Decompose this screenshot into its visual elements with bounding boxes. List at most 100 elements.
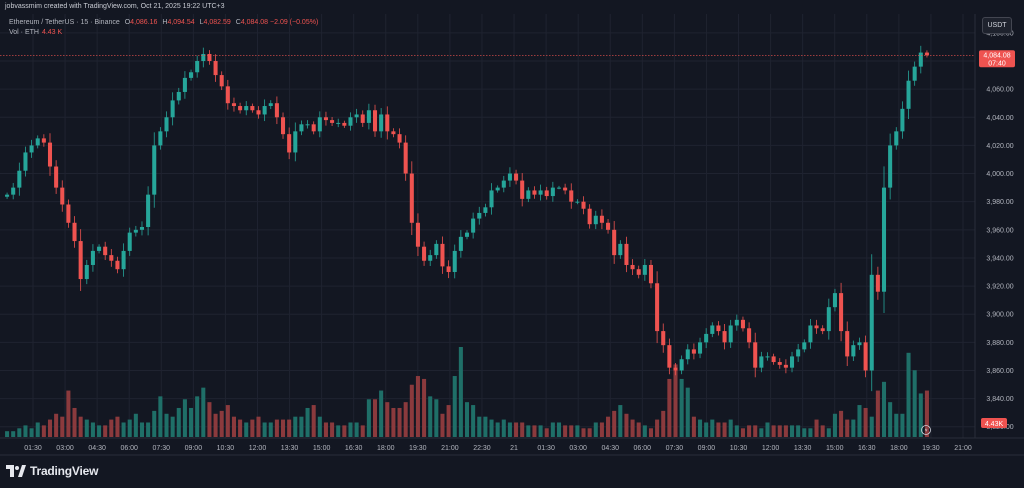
candle [311,121,316,135]
volume-bar [103,425,108,437]
volume-bar [281,419,286,437]
volume-bar [305,407,310,437]
candle [121,243,126,277]
volume-bar [5,431,10,437]
candle [765,352,770,361]
candle [176,87,181,105]
volume-bar [195,396,200,437]
volume-bar [771,425,776,437]
candle [464,230,470,240]
candle [587,204,592,229]
volume-bar [256,416,261,437]
candle [734,314,739,331]
candle [397,128,402,149]
x-tick-label: 13:30 [794,445,812,452]
volume-bar [593,422,598,437]
candle [97,244,102,254]
candle [667,338,672,375]
x-tick-label: 04:30 [88,445,106,452]
volume-bar [532,425,537,437]
x-tick-label: 18:00 [890,445,908,452]
volume-bar [753,425,758,437]
volume-bar [783,425,788,437]
volume-bar [728,419,733,437]
candle [648,260,653,289]
volume-bar [924,390,929,437]
volume-bar [133,413,138,437]
volume-bar [648,428,653,437]
volume-bar [268,422,273,437]
volume-bar [213,413,218,437]
candle [452,244,457,279]
x-tick-label: 21:00 [954,445,972,452]
volume-bar [765,422,770,437]
candle [495,185,500,193]
x-tick-label: 21 [510,445,518,452]
volume-legend-label[interactable]: Vol · ETH [9,29,39,36]
candle [747,322,752,349]
volume-bar [912,370,917,437]
attribution-text: jobvassmim created with TradingView.com,… [5,3,225,10]
symbol-label[interactable]: Ethereum / TetherUS · 15 · Binance [9,19,120,26]
x-tick-label: 15:00 [313,445,331,452]
volume-bar [189,407,194,437]
volume-bar [863,407,868,437]
candle [262,99,267,122]
volume-bar [514,422,519,437]
volume-bar [679,378,684,437]
volume-bar [366,399,371,437]
candle [158,127,163,150]
currency-button[interactable]: USDT [982,17,1012,34]
candle [219,71,224,91]
volume-bar [434,399,439,437]
candle [612,221,617,264]
volume-bar [495,422,500,437]
volume-bar [323,422,328,437]
candle [330,117,335,126]
x-tick-label: 09:00 [698,445,716,452]
volume-bar [23,425,28,437]
candle [722,324,727,350]
candle [691,343,696,360]
candle [342,120,347,128]
candle [845,321,850,367]
candle [888,133,893,200]
lightning-icon[interactable] [921,425,931,435]
volume-bar [372,399,378,437]
volume-bar [415,376,420,437]
volume-bar [299,416,304,437]
candle [133,225,138,237]
volume-bar [428,396,433,437]
volume-bar [342,425,347,437]
candle [550,181,555,202]
volume-bar [740,428,745,437]
brand-name: TradingView [30,464,99,478]
candle [900,101,905,139]
volume-legend: Vol · ETH 4.43 K [9,29,62,36]
candle [839,282,844,342]
volume-bar [832,413,837,437]
x-tick-label: 01:30 [24,445,42,452]
volume-bar [698,419,703,437]
candle [434,240,439,259]
volume-bar [403,402,408,437]
candle [213,54,218,82]
candle [17,162,22,196]
candle [139,221,145,236]
volume-label: 4.43K [981,418,1007,428]
candle [924,50,929,58]
tradingview-logo-icon [6,465,26,477]
volume-bar [238,419,243,437]
volume-bar [311,405,316,437]
volume-bar [599,422,604,437]
candle [403,135,408,181]
candle [526,187,531,203]
x-tick-label: 03:00 [56,445,74,452]
volume-bar [747,425,752,437]
x-tick-label: 10:30 [217,445,235,452]
x-tick-label: 19:30 [409,445,427,452]
y-tick-label: 3,960.00 [986,227,1013,234]
volume-bar [710,419,715,437]
high-value: 4,094.54 [167,19,195,26]
